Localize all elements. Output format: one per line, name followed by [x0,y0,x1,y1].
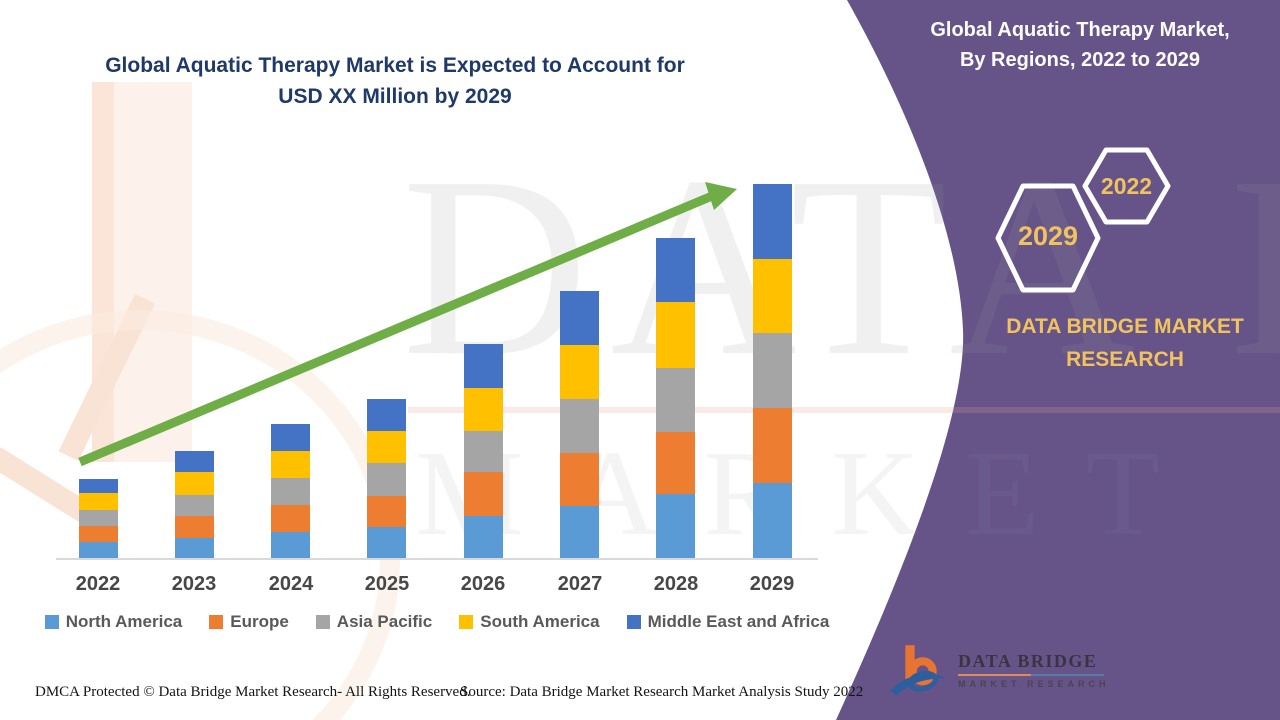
bar-segment-2024-middle-east-and-africa [271,424,310,451]
legend-label: Asia Pacific [336,612,433,631]
bar-segment-2024-south-america [271,451,310,478]
bar-segment-2022-asia-pacific [79,510,118,526]
bar-segment-2028-north-america [656,494,695,558]
bar-segment-2023-south-america [175,472,214,495]
bar-segment-2028-europe [656,432,695,494]
chart-legend: North America Europe Asia Pacific South Ame… [44,612,829,632]
panel-title: Global Aquatic Therapy Market, By Region… [920,15,1240,75]
legend-item-europe: Europe [209,612,289,632]
bar-segment-2029-middle-east-and-africa [753,184,792,259]
bar-segment-2022-middle-east-and-africa [79,479,118,493]
bar-segment-2026-south-america [464,388,503,431]
bar-segment-2024-asia-pacific [271,478,310,505]
bar-segment-2022-europe [79,526,118,542]
hexagon-2022 [1082,147,1171,225]
bar-segment-2022-north-america [79,542,118,558]
legend-swatch [315,615,330,629]
x-axis-label-2027: 2027 [557,573,603,595]
legend-item-north-america: North America [44,612,183,632]
bar-segment-2029-europe [753,408,792,483]
bar-segment-2027-europe [560,453,599,506]
legend-label: Middle East and Africa [647,612,830,631]
bar-segment-2023-north-america [175,538,214,558]
bar-segment-2027-north-america [560,506,599,558]
bar-segment-2025-north-america [367,527,406,558]
legend-item-middle-east-and-africa: Middle East and Africa [626,612,830,632]
bar-segment-2027-south-america [560,345,599,399]
bar-segment-2029-asia-pacific [753,333,792,408]
logo-name: DATA BRIDGE [958,650,1098,671]
dmca-notice: DMCA Protected © Data Bridge Market Rese… [35,684,471,700]
source-note: Source: Data Bridge Market Research Mark… [460,684,864,700]
x-axis-label-2023: 2023 [171,573,217,595]
hexagon-2029 [995,183,1101,293]
logo-divider [958,673,1104,676]
bar-segment-2023-europe [175,516,214,538]
bar-segment-2029-south-america [753,259,792,333]
x-axis-line [56,558,818,560]
watermark-underline [408,407,1280,413]
bar-segment-2022-south-america [79,493,118,510]
bar-segment-2024-europe [271,505,310,532]
legend-swatch [626,615,641,629]
data-bridge-logo-icon [890,644,947,696]
bar-segment-2028-middle-east-and-africa [656,238,695,302]
brand-text: DATA BRIDGE MARKET RESEARCH [1000,310,1250,376]
legend-swatch [459,615,474,629]
brand-text-line2: RESEARCH [1066,348,1184,371]
bar-segment-2025-europe [367,496,406,527]
bar-segment-2027-middle-east-and-africa [560,291,599,345]
x-axis-label-2026: 2026 [460,573,506,595]
bar-segment-2026-middle-east-and-africa [464,344,503,388]
x-axis-label-2025: 2025 [364,573,410,595]
bar-segment-2026-north-america [464,516,503,558]
x-axis-label-2024: 2024 [268,573,314,595]
logo-text-block: DATA BRIDGE MARKET RESEARCH [958,651,1110,689]
bar-segment-2023-middle-east-and-africa [175,451,214,472]
brand-text-line1: DATA BRIDGE MARKET [1006,315,1244,338]
hexagon-year-2029: 2029 [1017,221,1079,251]
legend-label: Europe [230,612,289,631]
legend-swatch [44,615,59,629]
legend-swatch [209,615,224,629]
panel-title-line2: By Regions, 2022 to 2029 [959,49,1201,71]
bar-segment-2028-south-america [656,302,695,368]
bar-segment-2027-asia-pacific [560,399,599,453]
logo-subtitle: MARKET RESEARCH [958,678,1110,689]
x-axis-label-2029: 2029 [749,573,795,595]
page-title: Global Aquatic Therapy Market is Expecte… [30,50,760,112]
page-title-line2: USD XX Million by 2029 [278,85,512,108]
page-title-line1: Global Aquatic Therapy Market is Expecte… [105,54,685,77]
x-axis-label-2028: 2028 [653,573,699,595]
bar-segment-2026-asia-pacific [464,431,503,472]
bar-segment-2026-europe [464,472,503,516]
legend-label: North America [65,612,183,631]
year-hexagons [995,147,1171,293]
bar-segment-2023-asia-pacific [175,495,214,516]
panel-title-line1: Global Aquatic Therapy Market, [930,19,1230,41]
bar-segment-2025-middle-east-and-africa [367,399,406,431]
data-bridge-logo: DATA BRIDGE MARKET RESEARCH [888,632,1118,707]
bar-segment-2029-north-america [753,483,792,558]
bar-segment-2025-south-america [367,431,406,463]
hexagon-year-2022: 2022 [1100,173,1153,199]
bar-segment-2028-asia-pacific [656,368,695,432]
bar-segment-2025-asia-pacific [367,463,406,496]
legend-label: South America [480,612,600,631]
legend-item-south-america: South America [459,612,600,632]
x-axis-label-2022: 2022 [75,573,121,595]
bar-segment-2024-north-america [271,532,310,558]
legend-item-asia-pacific: Asia Pacific [315,612,433,632]
